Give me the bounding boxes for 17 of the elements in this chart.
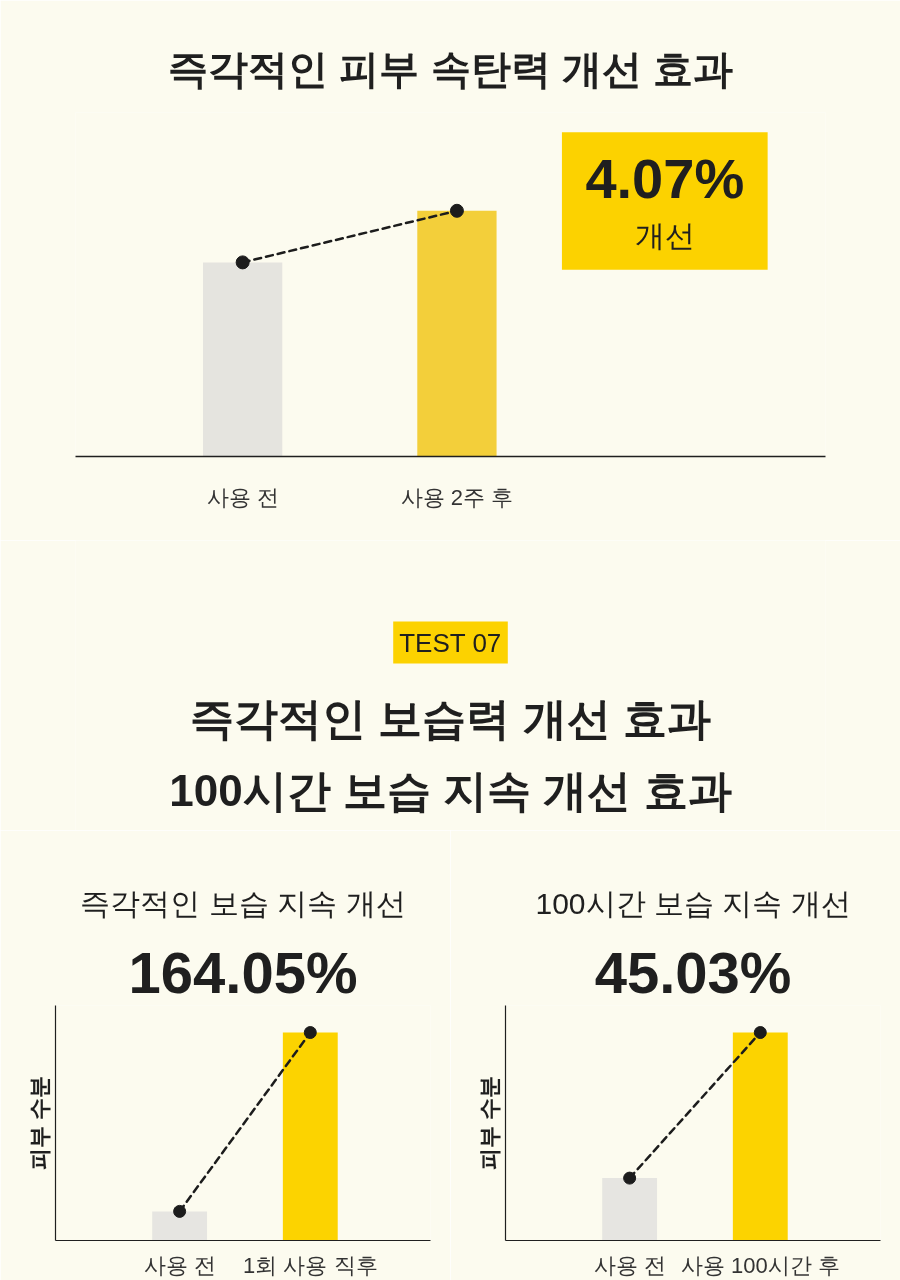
x-tick-label: 사용 2주 후 bbox=[400, 484, 514, 510]
chart-title: 100시간 보습 지속 개선 bbox=[535, 886, 851, 920]
text: 즉각적인 보습력 개선 효과 bbox=[190, 694, 711, 743]
x-tick-label: 사용 전 bbox=[143, 1252, 216, 1278]
y-axis-title: 피부 수분 bbox=[476, 1075, 502, 1171]
chart-subtitle: 45.03% bbox=[594, 939, 792, 1005]
x-tick-label: 사용 전 bbox=[206, 484, 279, 510]
chart-title: 즉각적인 피부 속탄력 개선 효과 bbox=[168, 46, 733, 91]
x-tick-label: 1회 사용 직후 bbox=[243, 1252, 378, 1278]
chart-subtitle: 164.05% bbox=[128, 939, 358, 1005]
chart-title: 즉각적인 보습 지속 개선 bbox=[80, 886, 406, 920]
text: 100시간 보습 지속 개선 효과 bbox=[169, 766, 732, 815]
x-tick-label: 사용 전 bbox=[593, 1252, 666, 1278]
x-tick-label: 사용 100시간 후 bbox=[680, 1252, 840, 1278]
text: TEST 07 bbox=[399, 627, 502, 658]
y-axis-title: 피부 수분 bbox=[26, 1075, 52, 1171]
text: 4.07% 개선 bbox=[585, 147, 745, 252]
